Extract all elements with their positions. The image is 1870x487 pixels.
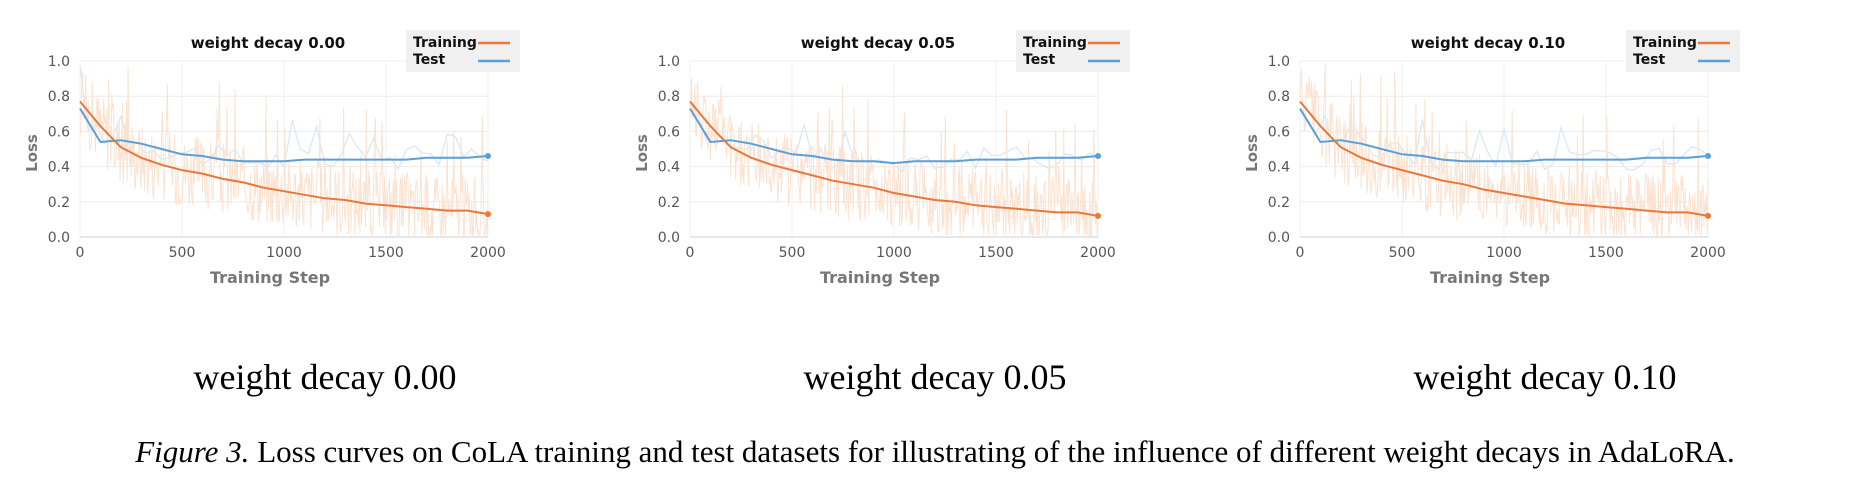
legend-label-training: Training [1023, 35, 1087, 51]
x-tick-label: 0 [76, 245, 85, 261]
x-tick-label: 2000 [1080, 245, 1116, 261]
y-tick-label: 0.2 [1268, 195, 1290, 211]
y-tick-label: 0.4 [658, 160, 680, 176]
x-tick-label: 1500 [368, 245, 404, 261]
legend-box [1626, 30, 1740, 72]
training-raw-curve [689, 77, 1099, 236]
chart-panel-2: 0.0 0.2 0.4 0.6 0.8 1.0 0 500 1000 1500 2000 weight… [1243, 30, 1740, 287]
y-tick-label: 0.4 [1268, 160, 1290, 176]
x-tick-label: 500 [1389, 245, 1416, 261]
x-tick-label: 1500 [1588, 245, 1624, 261]
y-tick-label: 0.0 [48, 230, 70, 246]
legend-label-training: Training [1633, 35, 1697, 51]
y-tick-label: 0.2 [658, 195, 680, 211]
y-tick-label: 0.0 [1268, 230, 1290, 246]
x-tick-label: 2000 [1690, 245, 1726, 261]
y-tick-label: 0.2 [48, 195, 70, 211]
y-axis-label: Loss [633, 134, 651, 172]
figure-caption: Figure 3. Loss curves on CoLA training a… [0, 434, 1870, 470]
legend-label-test: Test [1633, 52, 1666, 68]
chart-title: weight decay 0.05 [801, 34, 955, 52]
training-end-point [1095, 212, 1101, 219]
legend-label-training: Training [413, 35, 477, 51]
test-series-line [689, 107, 1099, 165]
y-tick-label: 0.6 [1268, 124, 1290, 140]
x-tick-label: 2000 [470, 245, 506, 261]
training-end-point [1705, 212, 1711, 219]
y-tick-label: 0.4 [48, 160, 70, 176]
legend-box [406, 30, 520, 72]
x-axis-label: Training Step [820, 268, 940, 287]
subcaption-1: weight decay 0.05 [803, 357, 1067, 397]
y-tick-label: 0.8 [1268, 89, 1290, 105]
y-tick-label: 0.6 [658, 124, 680, 140]
y-tick-label: 0.0 [658, 230, 680, 246]
chart-panel-1: 0.0 0.2 0.4 0.6 0.8 1.0 0 500 1000 1500 2000 weight… [633, 30, 1130, 287]
training-series-line [79, 100, 489, 216]
training-series-line [1299, 100, 1709, 217]
test-end-point [1095, 153, 1101, 160]
y-tick-label: 1.0 [658, 54, 680, 70]
training-series-line [689, 100, 1099, 217]
test-series-line [1299, 107, 1709, 163]
y-tick-label: 0.6 [48, 124, 70, 140]
subcaption-2: weight decay 0.10 [1413, 357, 1677, 397]
y-axis-label: Loss [23, 134, 41, 172]
test-series-line [79, 107, 489, 163]
chart-panel-0: 0.0 0.2 0.4 0.6 0.8 1.0 0 500 1000 1500 2000 weight… [23, 30, 520, 287]
x-tick-label: 0 [686, 245, 695, 261]
y-tick-label: 1.0 [48, 54, 70, 70]
test-end-point [1705, 153, 1711, 160]
chart-title: weight decay 0.10 [1411, 34, 1565, 52]
y-axis-label: Loss [1243, 134, 1261, 172]
x-tick-label: 1000 [876, 245, 912, 261]
legend-label-test: Test [1023, 52, 1056, 68]
caption-label: Figure 3. [135, 434, 250, 469]
x-tick-label: 1000 [266, 245, 302, 261]
chart-title: weight decay 0.00 [191, 34, 345, 52]
x-axis-label: Training Step [210, 268, 330, 287]
legend-box [1016, 30, 1130, 72]
test-end-point [485, 153, 491, 160]
x-axis-label: Training Step [1430, 268, 1550, 287]
training-end-point [485, 211, 491, 218]
y-tick-label: 1.0 [1268, 54, 1290, 70]
y-tick-label: 0.8 [48, 89, 70, 105]
x-tick-label: 500 [779, 245, 806, 261]
y-tick-label: 0.8 [658, 89, 680, 105]
legend-label-test: Test [413, 52, 446, 68]
x-tick-label: 500 [169, 245, 196, 261]
training-raw-curve [79, 67, 489, 238]
x-tick-label: 0 [1296, 245, 1305, 261]
subcaption-0: weight decay 0.00 [193, 357, 457, 397]
caption-text: Loss curves on CoLA training and test da… [257, 434, 1735, 469]
x-tick-label: 1500 [978, 245, 1014, 261]
x-tick-label: 1000 [1486, 245, 1522, 261]
